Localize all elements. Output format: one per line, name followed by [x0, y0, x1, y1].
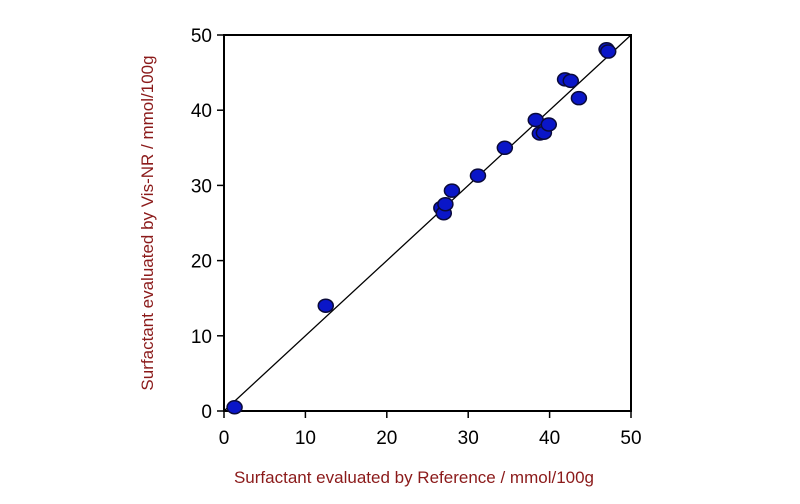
ticks-group: 0 10 20 30 40 50 0 10 20 30 40 50 — [191, 26, 642, 449]
data-point — [443, 183, 461, 198]
data-point — [469, 168, 487, 183]
x-axis-title: Surfactant evaluated by Reference / mmol… — [234, 468, 594, 487]
data-points-group — [226, 42, 617, 415]
plot-frame — [223, 34, 632, 412]
y-tick-label: 30 — [191, 176, 212, 197]
data-point — [562, 73, 580, 89]
data-point — [496, 140, 514, 156]
x-tick-label: 30 — [458, 428, 479, 449]
y-tick-label: 0 — [201, 402, 212, 423]
data-point — [570, 90, 588, 106]
y-tick-label: 20 — [191, 252, 212, 273]
x-tick-label: 0 — [219, 428, 230, 449]
data-point — [226, 399, 243, 415]
y-axis-title: Surfactant evaluated by Vis-NR / mmol/10… — [138, 55, 157, 390]
reference-line — [223, 34, 632, 412]
x-tick-label: 10 — [295, 428, 316, 449]
y-tick-label: 10 — [191, 327, 212, 348]
data-point — [599, 44, 617, 59]
x-tick-label: 50 — [620, 428, 641, 449]
x-tick-label: 40 — [539, 428, 560, 449]
data-point — [540, 117, 558, 132]
data-point — [317, 298, 334, 313]
x-tick-label: 20 — [376, 428, 397, 449]
y-tick-label: 40 — [191, 101, 212, 122]
data-point — [437, 196, 454, 212]
reference-line-group — [223, 34, 632, 412]
y-tick-label: 50 — [191, 26, 212, 47]
